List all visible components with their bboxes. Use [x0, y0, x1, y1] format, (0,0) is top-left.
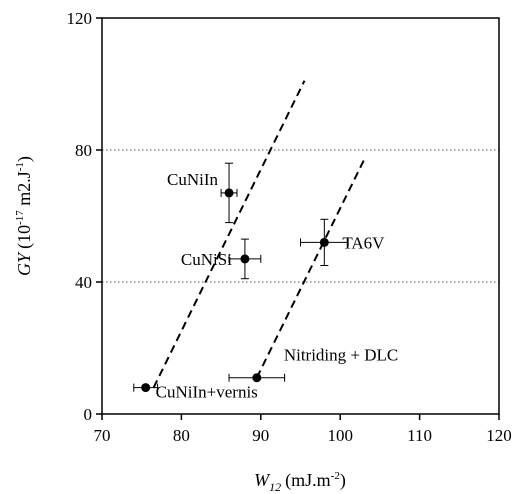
- data-point-nitriding-dlc: Nitriding + DLC: [228, 346, 398, 383]
- point-marker: [319, 237, 329, 247]
- point-marker: [224, 188, 234, 198]
- data-point-cuniin-vernis: CuNiIn+vernis: [133, 383, 258, 402]
- data-point-cunisi: CuNiSi: [181, 238, 262, 280]
- point-label: CuNiIn: [167, 170, 219, 189]
- x-tick-label-100: 100: [327, 426, 353, 445]
- point-label: TA6V: [342, 233, 385, 252]
- x-tick-label-110: 110: [407, 426, 432, 445]
- axis-ticks: 70 80 90 100 110 120 0 40 80 120: [67, 9, 512, 445]
- point-marker: [252, 373, 262, 383]
- data-point-cuniin: CuNiIn: [167, 162, 238, 224]
- trend-line-1: [152, 80, 306, 389]
- y-tick-label-120: 120: [67, 9, 93, 28]
- y-axis-symbol: GY: [14, 251, 34, 276]
- point-marker: [141, 383, 151, 393]
- y-axis-unit-sup: -17: [14, 210, 26, 225]
- x-tick-label-120: 120: [486, 426, 512, 445]
- data-points: CuNiIn CuNiSi TA6V Nitriding + DLC CuNiIn+ve…: [133, 162, 398, 402]
- grid-lines: [102, 149, 499, 283]
- x-axis-title: W12 (mJ.m-2): [254, 470, 346, 494]
- plot-area-frame: [101, 17, 500, 415]
- point-marker: [240, 254, 250, 264]
- trend-line-2: [255, 159, 365, 379]
- x-axis-subscript: 12: [269, 480, 281, 494]
- x-tick-label-90: 90: [252, 426, 269, 445]
- y-tick-label-80: 80: [75, 141, 92, 160]
- point-label: CuNiIn+vernis: [156, 383, 258, 402]
- x-tick-label-70: 70: [94, 426, 111, 445]
- x-axis-symbol: W: [254, 470, 271, 490]
- x-axis-unit-end: ): [340, 470, 346, 491]
- y-tick-label-0: 0: [84, 405, 93, 424]
- x-tick-label-80: 80: [173, 426, 190, 445]
- point-label: CuNiSi: [181, 250, 232, 269]
- data-point-ta6v: TA6V: [300, 218, 385, 266]
- y-axis-unit-mid: m2.J: [14, 171, 34, 210]
- y-tick-label-40: 40: [75, 273, 92, 292]
- trend-lines: [152, 80, 365, 389]
- y-axis-title: GY(10-17 m2.J-1): [14, 156, 35, 276]
- y-axis-unit: (10: [14, 225, 35, 249]
- point-label: Nitriding + DLC: [284, 346, 398, 365]
- x-axis-unit: (mJ.m: [285, 470, 331, 491]
- x-axis-unit-sup: -2: [331, 470, 340, 482]
- y-axis-unit-sup2: -1: [14, 162, 26, 171]
- y-axis-unit-end: ): [14, 156, 35, 162]
